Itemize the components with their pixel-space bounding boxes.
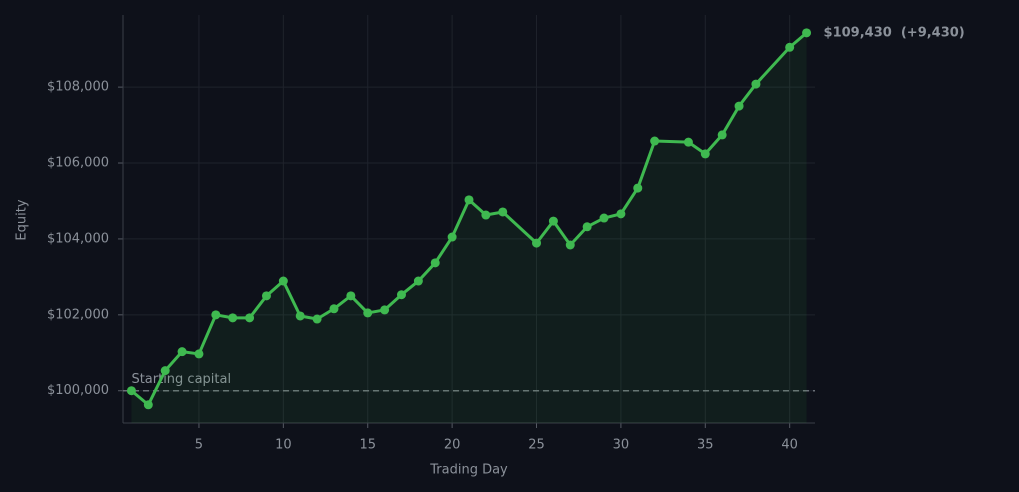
x-tick-label: 15	[359, 438, 376, 453]
point	[565, 240, 575, 250]
y-tick-label: $106,000	[47, 156, 109, 171]
point	[532, 238, 542, 248]
point	[734, 101, 744, 111]
point	[177, 347, 187, 357]
point	[802, 28, 812, 38]
point	[616, 209, 626, 219]
point	[211, 310, 221, 320]
point	[650, 136, 660, 146]
point	[599, 213, 609, 223]
y-tick-label: $104,000	[47, 231, 109, 246]
x-tick-label: 40	[781, 438, 798, 453]
y-axis-label: Equity	[15, 199, 30, 240]
x-tick-label: 20	[444, 438, 461, 453]
point	[498, 207, 508, 217]
end-label: $109,430 (+9,430)	[824, 25, 965, 40]
point	[751, 79, 761, 89]
point	[126, 386, 136, 396]
point	[160, 366, 170, 376]
x-axis-label: Trading Day	[429, 463, 508, 478]
y-tick-label: $100,000	[47, 383, 109, 398]
point	[261, 291, 271, 301]
point	[346, 291, 356, 301]
y-tick-label: $108,000	[47, 80, 109, 95]
point	[245, 313, 255, 323]
point	[363, 308, 373, 318]
point	[143, 400, 153, 410]
point	[194, 349, 204, 359]
point	[785, 42, 795, 52]
point	[700, 149, 710, 159]
reference-label: Starting capital	[131, 372, 231, 387]
point	[582, 222, 592, 232]
point	[312, 314, 322, 324]
point	[430, 258, 440, 268]
point	[481, 210, 491, 220]
point	[413, 276, 423, 286]
point	[380, 305, 390, 315]
point	[464, 195, 474, 205]
x-tick-label: 30	[613, 438, 630, 453]
point	[228, 313, 238, 323]
point	[717, 130, 727, 140]
x-tick-label: 25	[528, 438, 545, 453]
y-tick-label: $102,000	[47, 307, 109, 322]
point	[295, 311, 305, 321]
area	[131, 32, 807, 424]
x-tick-label: 5	[195, 438, 203, 453]
point	[683, 137, 693, 147]
point	[278, 276, 288, 286]
x-tick-label: 35	[697, 438, 714, 453]
point	[548, 216, 558, 226]
point	[329, 304, 339, 314]
point	[633, 183, 643, 193]
point	[447, 232, 457, 242]
x-tick-label: 10	[275, 438, 292, 453]
point	[396, 290, 406, 300]
